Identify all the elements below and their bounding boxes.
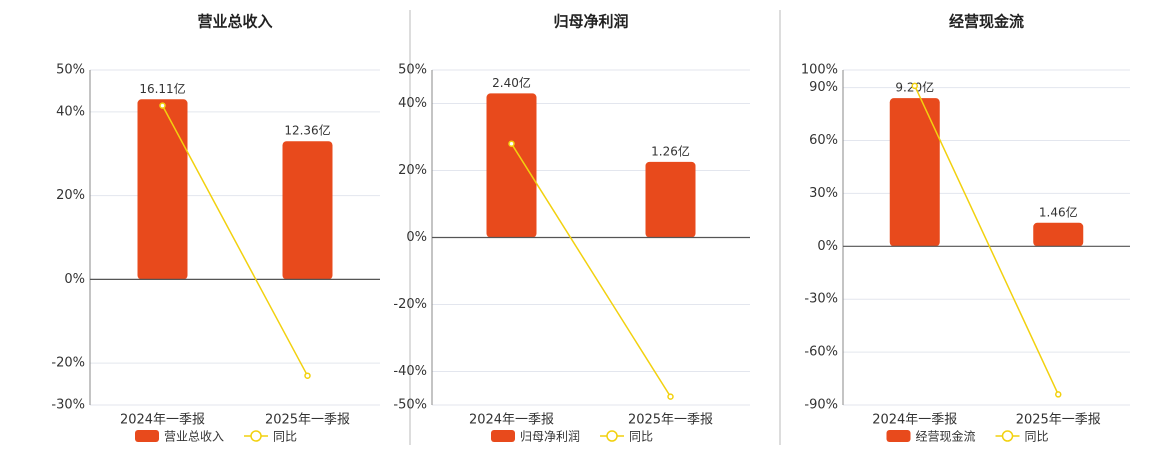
- line-marker: [911, 82, 918, 90]
- bar: [282, 141, 333, 280]
- line-marker: [304, 372, 311, 379]
- y-tick-label: -40%: [393, 364, 427, 379]
- legend-label: 归母净利润: [520, 430, 580, 444]
- y-tick-label: -30%: [804, 292, 838, 307]
- legend-label: 同比: [1025, 430, 1049, 444]
- x-tick-label: 2024年一季报: [120, 413, 205, 428]
- chart-title: 营业总收入: [197, 13, 272, 31]
- data-label: 12.36亿: [284, 123, 330, 138]
- x-tick-label: 2024年一季报: [469, 413, 554, 428]
- legend-swatch: [886, 430, 911, 442]
- y-tick-label: 20%: [56, 188, 85, 203]
- y-tick-label: 50%: [398, 63, 427, 78]
- legend-label: 同比: [273, 430, 297, 444]
- y-tick-label: 50%: [56, 63, 85, 78]
- y-tick-label: -20%: [393, 297, 427, 312]
- legend-label: 营业总收入: [164, 430, 224, 444]
- legend-swatch: [491, 430, 515, 442]
- y-tick-label: 40%: [56, 104, 85, 119]
- bar: [889, 98, 940, 247]
- x-tick-label: 2024年一季报: [872, 413, 957, 428]
- y-tick-label: 0%: [406, 230, 427, 245]
- line: [161, 105, 309, 377]
- x-tick-label: 2025年一季报: [265, 413, 350, 428]
- y-tick-label: 30%: [809, 186, 838, 201]
- y-tick-label: 20%: [398, 163, 427, 178]
- bar: [1033, 222, 1084, 247]
- data-label: 16.11亿: [139, 81, 185, 96]
- chart-title: 归母净利润: [553, 13, 628, 31]
- y-tick-label: -30%: [51, 398, 85, 413]
- chart-title: 经营现金流: [949, 13, 1024, 31]
- y-tick-label: -20%: [51, 356, 85, 371]
- line: [914, 85, 1059, 395]
- data-label: 1.26亿: [651, 143, 690, 158]
- y-tick-label: 100%: [801, 63, 838, 78]
- legend-label: 经营现金流: [916, 429, 976, 444]
- legend-label: 同比: [629, 430, 653, 444]
- y-tick-label: -60%: [804, 345, 838, 360]
- line-marker: [159, 102, 166, 109]
- bar: [486, 93, 537, 238]
- legend-swatch: [135, 430, 159, 442]
- y-tick-label: 60%: [809, 133, 838, 148]
- x-tick-label: 2025年一季报: [1016, 413, 1101, 428]
- y-tick-label: 40%: [398, 96, 427, 111]
- data-label: 2.40亿: [492, 75, 531, 90]
- data-label: 1.46亿: [1039, 204, 1078, 219]
- y-tick-label: 0%: [817, 239, 838, 254]
- line: [510, 143, 672, 398]
- line-marker: [667, 393, 674, 400]
- y-tick-label: 0%: [64, 272, 85, 287]
- legend-swatch: [1001, 430, 1014, 442]
- legend-swatch: [606, 430, 618, 442]
- line-marker: [508, 140, 515, 147]
- x-tick-label: 2025年一季报: [628, 413, 713, 428]
- y-tick-label: -50%: [393, 398, 427, 413]
- bar: [645, 161, 696, 238]
- legend-swatch: [250, 430, 262, 442]
- bar: [137, 99, 188, 280]
- line-marker: [1055, 391, 1062, 398]
- y-tick-label: 90%: [809, 80, 838, 95]
- y-tick-label: -90%: [804, 398, 838, 413]
